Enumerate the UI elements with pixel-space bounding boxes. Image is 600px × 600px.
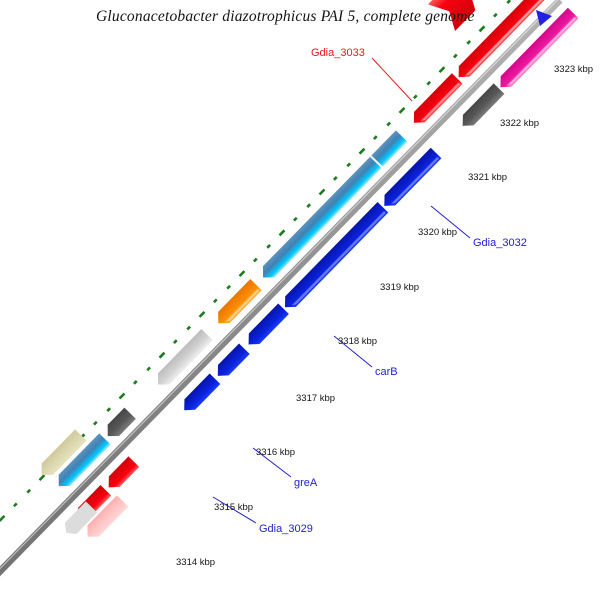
ruler-tick (118, 392, 126, 400)
gene-feature-red-2[interactable] (408, 73, 463, 128)
gene-feature-faded-red[interactable] (82, 495, 129, 542)
gene-label-gdia-3033[interactable]: Gdia_3033 (311, 47, 365, 59)
gene-feature-blue-4[interactable] (179, 373, 221, 416)
gene-highlight (464, 0, 550, 76)
tick-label: 3319 kbp (380, 282, 420, 293)
ruler-tick (93, 420, 98, 426)
ruler-tick (266, 244, 271, 249)
ruler-tick (493, 12, 498, 18)
ruler-tick (226, 284, 231, 290)
ruler-tick (38, 474, 46, 482)
gene-highlight (507, 16, 577, 86)
gene-feature-blue-1[interactable] (379, 147, 442, 211)
tick-label: 3322 kbp (500, 118, 540, 129)
tick-label: 3318 kbp (338, 336, 378, 347)
ruler-tick (173, 339, 178, 344)
ruler-tick (373, 135, 378, 140)
ruler-tick-marks (0, 0, 511, 522)
origin-arrow-icon[interactable] (536, 10, 552, 26)
ruler-tick (466, 40, 471, 45)
gene-feature-gray-dark-sm[interactable] (102, 407, 136, 442)
gene-feature-faded-khaki[interactable] (36, 429, 87, 480)
gene-label-grea[interactable]: greA (294, 477, 318, 489)
gene-feature-orange-greA[interactable] (213, 279, 262, 329)
leader-Gdia_3033 (371, 57, 413, 102)
tick-label: 3315 kbp (214, 502, 254, 513)
leader-carB (333, 335, 373, 368)
ruler-tick (306, 203, 311, 208)
tick-label: 3314 kbp (176, 557, 216, 568)
gene-feature-blue-carB[interactable] (280, 202, 389, 313)
ruler-tick (13, 502, 18, 508)
ruler-tick (346, 162, 351, 168)
ruler-tick (253, 257, 258, 263)
ruler-tick (106, 407, 111, 412)
gene-highlight (225, 288, 260, 322)
ruler-tick (0, 514, 6, 522)
ruler-tick (386, 121, 391, 127)
ruler-tick (453, 53, 458, 59)
gene-feature-gray-light[interactable] (152, 329, 213, 390)
ruler-tick (358, 147, 366, 155)
tick-label: 3321 kbp (468, 172, 508, 183)
ruler-tick (333, 176, 338, 181)
gene-feature-magenta-1[interactable] (495, 7, 579, 93)
gene-feature-blue-2[interactable] (243, 303, 289, 349)
ruler-tick (213, 298, 218, 304)
ruler-tick (186, 325, 191, 331)
ruler-tick (146, 366, 151, 372)
gene-label-carb[interactable]: carB (375, 366, 398, 378)
leader-Gdia_3032 (430, 205, 471, 239)
gene-feature-blue-3[interactable] (212, 343, 250, 381)
ruler-tick (506, 0, 511, 4)
genome-backbone[interactable] (0, 0, 563, 600)
gene-feature-steel-split[interactable] (370, 155, 383, 169)
ruler-tick (133, 380, 138, 385)
ruler-tick (26, 488, 31, 494)
ruler-tick (426, 80, 431, 86)
tick-label: 3323 kbp (554, 64, 594, 75)
gene-feature-cyan-sm[interactable] (53, 433, 111, 491)
ruler-tick (398, 106, 406, 114)
gene-feature-red-1[interactable] (453, 0, 553, 82)
gene-feature-gray-Gdia3033[interactable] (457, 83, 505, 131)
gene-label-gdia-3029[interactable]: Gdia_3029 (259, 523, 313, 535)
page-title: Gluconacetobacter diazotrophicus PAI 5, … (96, 8, 475, 25)
ruler-tick (478, 25, 486, 33)
ruler-tick (238, 270, 246, 278)
tick-label: 3317 kbp (296, 393, 336, 404)
forward-strand-track[interactable] (427, 0, 482, 32)
gene-feature-faded-gray[interactable] (61, 501, 98, 538)
ruler-tick (158, 351, 166, 359)
status-bar: Accession: NC_011365 Topology: circular;… (0, 570, 600, 600)
ruler-tick (293, 216, 298, 222)
leader-Gdia_3029 (212, 496, 257, 524)
gene-feature[interactable] (427, 0, 482, 32)
gene-feature-cyan-long[interactable] (257, 130, 408, 283)
gene-highlight (420, 82, 461, 121)
leader-greA (252, 447, 292, 478)
ruler-tick (278, 229, 286, 237)
label-leader-lines (212, 57, 471, 524)
tick-label: 3320 kbp (418, 227, 458, 238)
gene-track-frame[interactable] (19, 0, 593, 551)
ruler-tick (318, 188, 326, 196)
gene-highlight (291, 211, 386, 306)
ruler-tick (413, 94, 418, 100)
ruler-tick (438, 66, 446, 74)
gene-highlight (391, 156, 439, 205)
ruler-tick (198, 310, 206, 318)
tick-label: 3316 kbp (256, 447, 296, 458)
gene-label-gdia-3032[interactable]: Gdia_3032 (473, 237, 527, 249)
gene-feature-red-3[interactable] (103, 456, 140, 492)
